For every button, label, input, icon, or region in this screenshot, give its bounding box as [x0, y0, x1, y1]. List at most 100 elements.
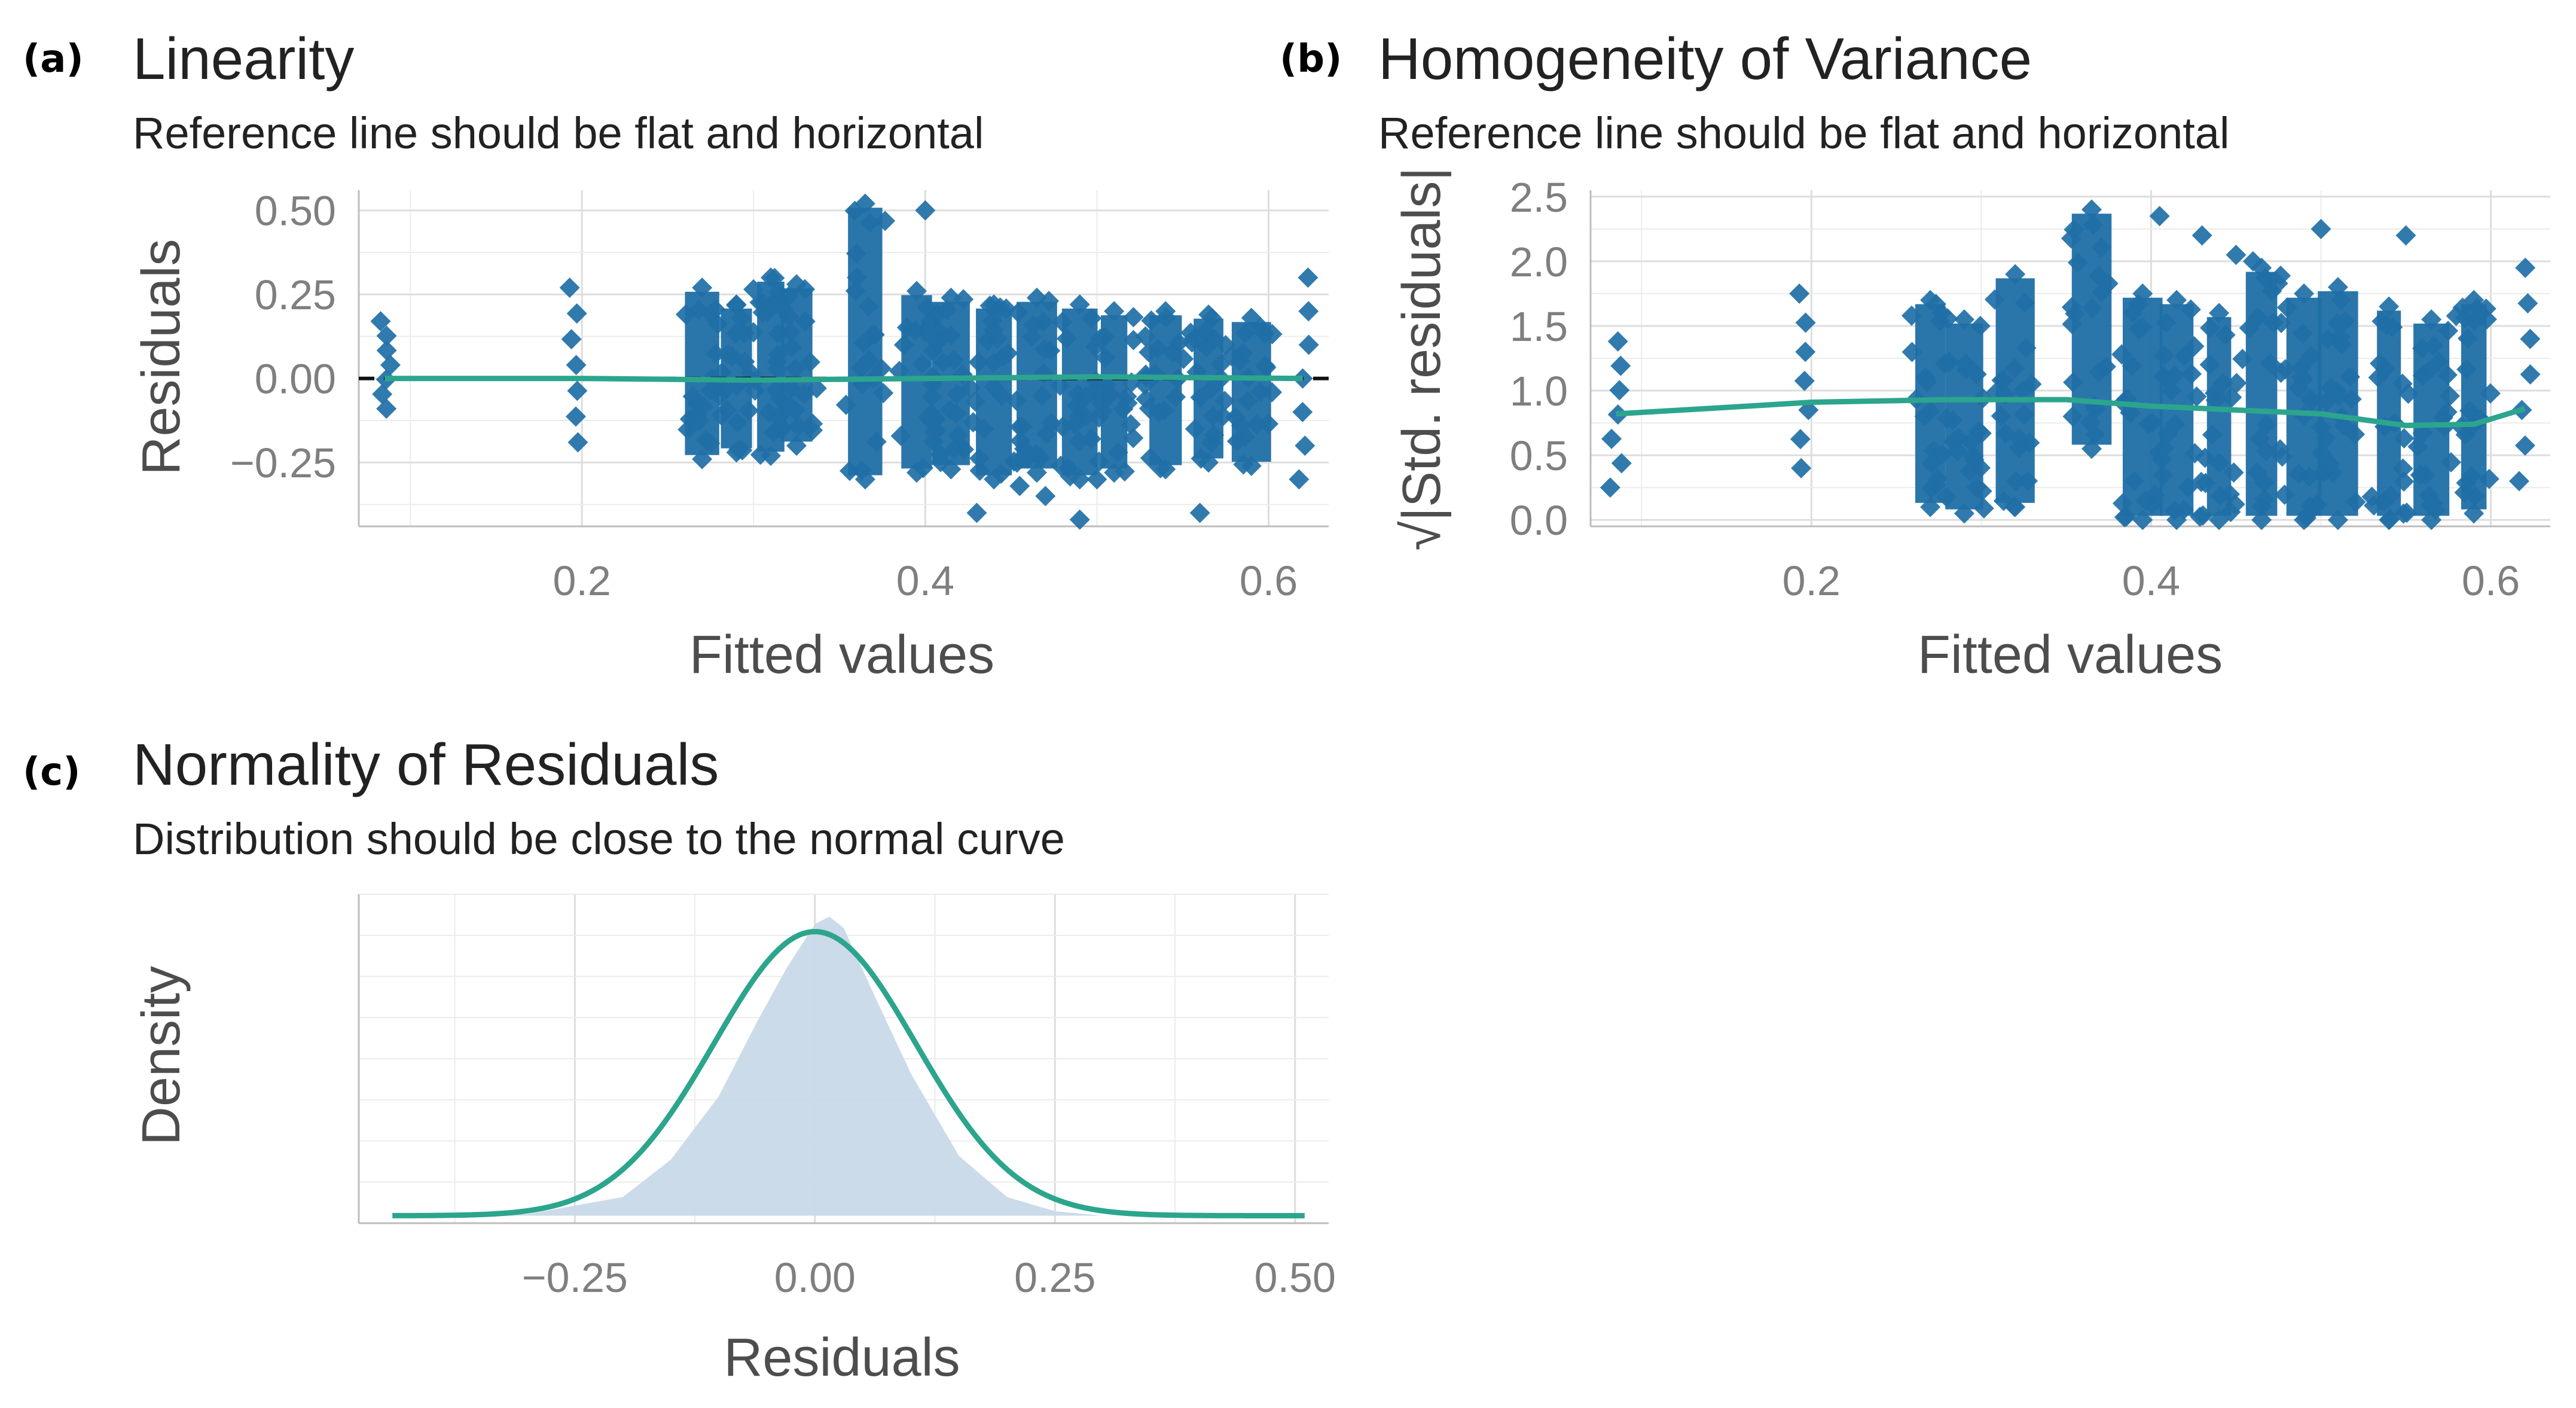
- panel-label-a: (a): [23, 37, 84, 81]
- data-point: [921, 386, 942, 407]
- data-point: [1123, 428, 1144, 449]
- points-b: [1600, 199, 2541, 531]
- data-point: [1295, 435, 1316, 456]
- data-point: [2407, 436, 2428, 457]
- data-point: [2465, 486, 2486, 507]
- data-point: [1966, 364, 1987, 385]
- data-point: [2212, 373, 2233, 394]
- data-point: [1040, 340, 1061, 361]
- data-point: [2421, 309, 2442, 330]
- data-point: [969, 448, 990, 469]
- data-point: [765, 380, 786, 401]
- data-point: [1611, 453, 1632, 474]
- data-point: [1607, 331, 1628, 352]
- data-point: [2016, 337, 2037, 358]
- data-point: [2421, 510, 2442, 531]
- data-point: [2456, 473, 2477, 493]
- data-point: [1931, 303, 1952, 324]
- data-point: [1794, 370, 1815, 391]
- data-point: [566, 355, 587, 376]
- plot-subtitle-b: Reference line should be flat and horizo…: [1378, 108, 2229, 158]
- data-point: [1198, 452, 1219, 473]
- data-point: [1791, 458, 1812, 479]
- data-point: [2089, 266, 2110, 287]
- data-point: [1292, 401, 1313, 422]
- data-point: [1049, 375, 1070, 396]
- data-point: [802, 420, 823, 441]
- data-point: [2006, 471, 2026, 492]
- data-point: [1089, 451, 1110, 472]
- data-point: [1081, 428, 1101, 449]
- data-point: [2251, 510, 2272, 531]
- data-point: [1600, 477, 1620, 498]
- data-point: [2062, 313, 2083, 334]
- data-point: [2095, 356, 2116, 377]
- data-point: [1610, 355, 1631, 376]
- data-point: [380, 355, 401, 376]
- data-point: [2379, 510, 2400, 531]
- data-point: [1140, 447, 1161, 468]
- data-point: [567, 432, 588, 453]
- data-point: [2464, 503, 2485, 524]
- data-point: [2114, 507, 2135, 528]
- data-point: [933, 352, 954, 373]
- data-point: [850, 358, 871, 379]
- x-tick-label: 0.2: [1783, 557, 1841, 604]
- x-ticks-b: 0.2 0.4 0.6: [1783, 557, 2520, 604]
- smooth-line: [1616, 397, 2526, 428]
- x-axis-title-c: Residuals: [724, 1328, 960, 1388]
- data-point: [2340, 367, 2361, 388]
- data-point: [2270, 265, 2291, 286]
- data-point: [2514, 435, 2535, 456]
- data-point: [983, 352, 1004, 373]
- data-point: [1014, 438, 1034, 459]
- data-point: [2215, 324, 2236, 345]
- data-point: [2061, 297, 2082, 318]
- panel-b-homogeneity: (b) Homogeneity of Variance Reference li…: [1280, 26, 2550, 685]
- data-point: [1069, 406, 1089, 426]
- data-point: [907, 462, 927, 483]
- data-point: [2458, 328, 2479, 349]
- x-tick-label: −0.25: [522, 1254, 628, 1301]
- y-tick-label: 0.25: [255, 272, 336, 318]
- data-point: [1936, 487, 1957, 508]
- data-point: [1052, 312, 1073, 333]
- data-point: [2090, 237, 2111, 258]
- data-point: [2368, 367, 2389, 388]
- data-point: [1960, 461, 1980, 482]
- data-point: [2294, 510, 2315, 531]
- data-point: [1173, 348, 1194, 369]
- data-point: [853, 333, 874, 353]
- data-point: [915, 200, 936, 221]
- data-point: [1789, 283, 1810, 304]
- data-point: [1135, 326, 1156, 347]
- data-point: [2370, 353, 2391, 374]
- plot-title-a: Linearity: [133, 26, 354, 92]
- data-point: [2412, 365, 2433, 386]
- data-point: [1254, 323, 1275, 344]
- data-point: [1008, 302, 1028, 323]
- data-point: [780, 322, 801, 343]
- data-point: [1107, 442, 1128, 463]
- y-tick-label: 0.5: [1510, 432, 1568, 479]
- data-point: [1902, 342, 1922, 362]
- data-point: [785, 358, 806, 379]
- data-point: [2004, 358, 2025, 379]
- data-point: [2456, 359, 2477, 380]
- data-point: [2394, 471, 2415, 492]
- data-point: [1970, 315, 1991, 336]
- data-point: [966, 502, 987, 523]
- data-point: [1155, 301, 1176, 322]
- data-point: [1916, 371, 1937, 392]
- data-point: [936, 300, 957, 321]
- data-point: [969, 461, 990, 481]
- data-point: [1213, 406, 1234, 426]
- data-point: [376, 340, 397, 361]
- data-point: [1942, 410, 1963, 431]
- data-point: [686, 405, 707, 426]
- data-point: [2395, 225, 2416, 246]
- y-tick-label: 0.50: [255, 188, 336, 234]
- data-point: [2476, 309, 2497, 330]
- data-point: [752, 292, 773, 313]
- data-point: [871, 358, 892, 379]
